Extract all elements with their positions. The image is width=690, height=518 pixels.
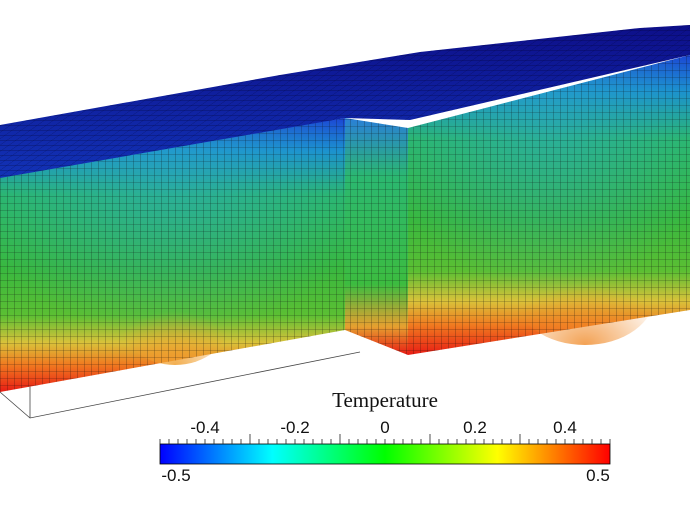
tick-label: -0.2	[280, 418, 310, 437]
tick-label: -0.4	[190, 418, 220, 437]
left-block-front	[0, 118, 345, 392]
colorbar	[159, 434, 611, 465]
legend-max-label: 0.5	[586, 466, 610, 485]
tick-label: 0.2	[463, 418, 487, 437]
legend-min-label: -0.5	[161, 466, 191, 485]
tick-label: 0.4	[553, 418, 577, 437]
legend-title: Temperature	[332, 388, 438, 412]
colorbar-gradient	[159, 443, 611, 465]
middle-step-face	[345, 118, 408, 355]
colorbar-ticks	[159, 434, 611, 444]
right-block-front	[408, 55, 690, 355]
tick-label: 0	[380, 418, 390, 437]
top-face	[0, 25, 690, 185]
